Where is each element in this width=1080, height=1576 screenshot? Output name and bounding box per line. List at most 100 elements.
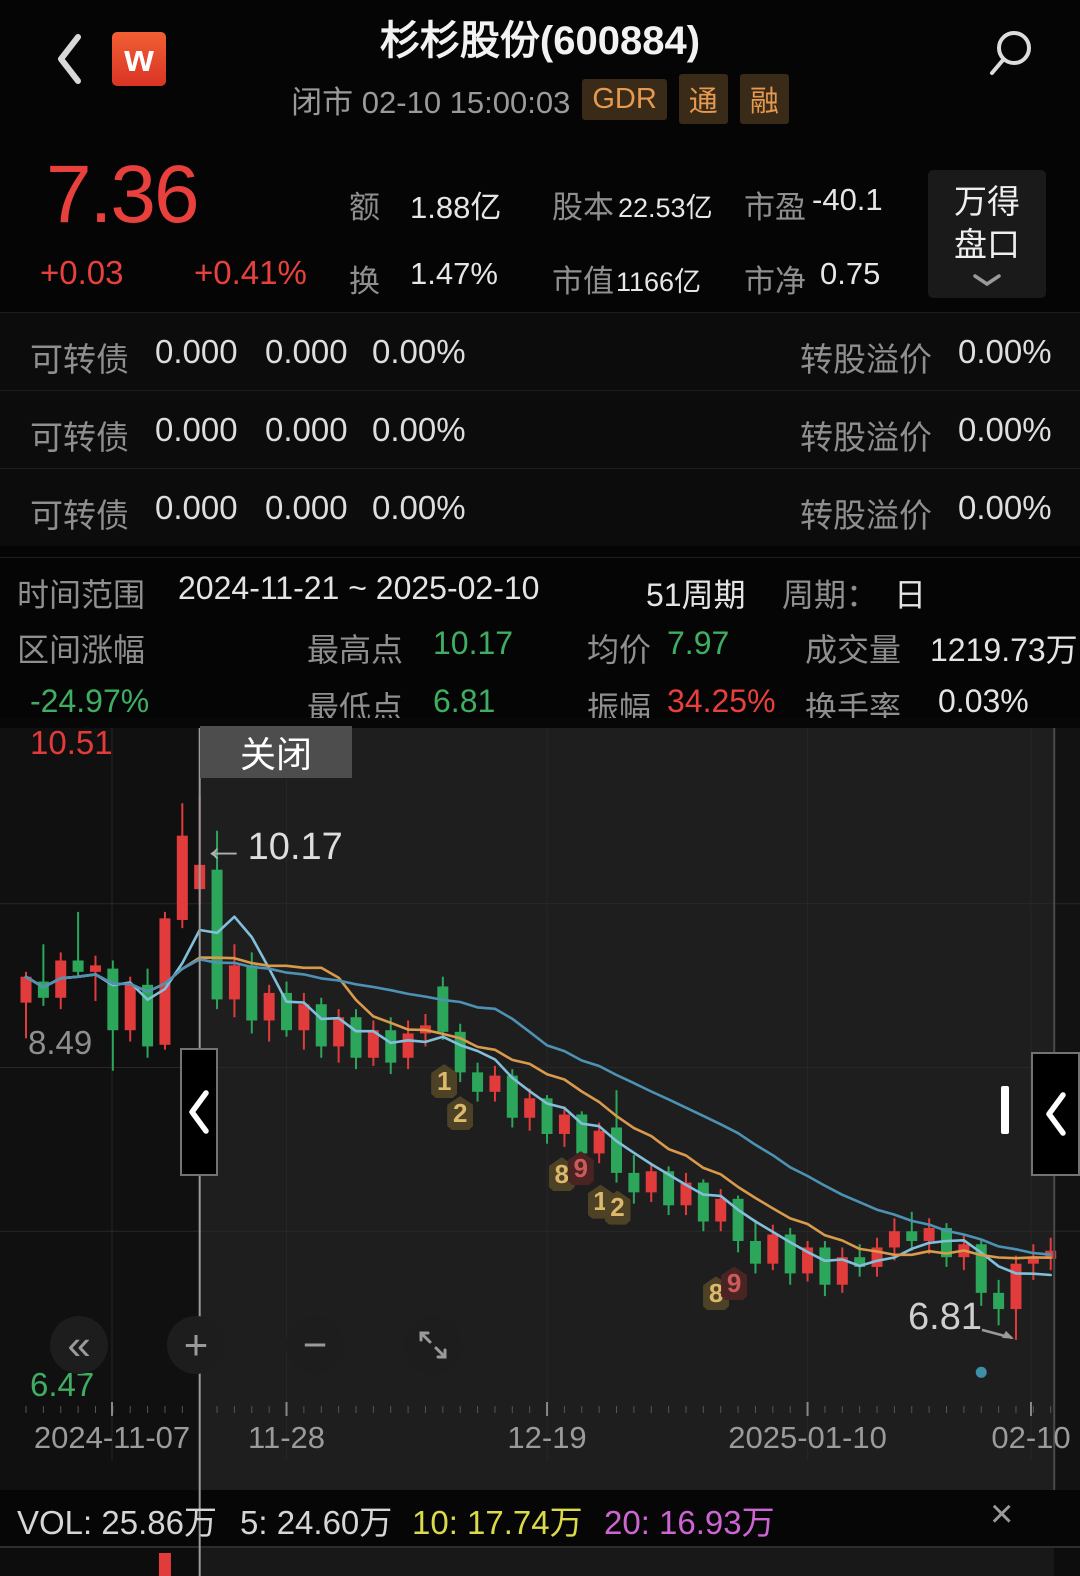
- chevron-left-icon: [1045, 1092, 1066, 1136]
- metric-pe-value: -40.1: [812, 182, 883, 217]
- high-label: 最高点: [307, 632, 404, 668]
- event-marker-tag[interactable]: 9: [721, 1266, 748, 1301]
- y-axis-max-label: 10.51: [30, 724, 113, 761]
- wind-panel-line1: 万得: [954, 182, 1020, 220]
- range-handle-left[interactable]: [180, 1048, 218, 1176]
- back-button[interactable]: [52, 30, 88, 88]
- range-handle-bar[interactable]: [1001, 1086, 1009, 1134]
- expand-button[interactable]: [404, 1316, 462, 1374]
- market-status: 闭市 02-10 15:00:03: [291, 84, 571, 120]
- chevron-left-icon: [189, 1090, 209, 1134]
- avg-label: 均价: [587, 632, 652, 668]
- back-chevron-icon: [58, 34, 81, 84]
- bond-premium-label: 转股溢价: [800, 497, 932, 534]
- convertible-bond-row[interactable]: 可转债 0.000 0.000 0.00% 转股溢价 0.00%: [0, 312, 1080, 391]
- bond-value-1: 0.000: [155, 333, 238, 370]
- metric-pb-value: 0.75: [820, 256, 881, 291]
- last-price: 7.36: [46, 149, 200, 240]
- metric-shares-value: 22.53亿: [618, 193, 713, 223]
- volume-label: 成交量: [805, 632, 902, 668]
- convertible-bond-row[interactable]: 可转债 0.000 0.000 0.00% 转股溢价 0.00%: [0, 468, 1080, 546]
- close-chart-range-label: 关闭: [239, 734, 312, 775]
- zoom-in-button[interactable]: +: [167, 1316, 225, 1374]
- vol-ma10: 10: 17.74万: [412, 1504, 583, 1541]
- rewind-icon: «: [67, 1321, 91, 1368]
- price-change: +0.03: [40, 254, 124, 291]
- vol-ma20: 20: 16.93万: [604, 1504, 775, 1541]
- metric-amount-label: 额: [349, 190, 380, 225]
- badge-gdr: GDR: [582, 78, 667, 120]
- event-marker-tag[interactable]: 2: [447, 1096, 474, 1131]
- expand-icon: [419, 1331, 447, 1359]
- zoom-out-button[interactable]: −: [286, 1316, 344, 1374]
- metric-pe-label: 市盈: [744, 190, 806, 225]
- price-change-pct: +0.41%: [194, 254, 307, 291]
- x-axis-label: 2025-01-10: [728, 1420, 887, 1455]
- metric-turnover-value: 1.47%: [410, 256, 498, 291]
- interval-change-label: 区间涨幅: [17, 632, 146, 668]
- metric-amount-value: 1.88亿: [410, 190, 502, 225]
- metric-mcap-value: 1166亿: [616, 267, 702, 297]
- y-axis-mid-label: 8.49: [28, 1024, 93, 1061]
- bond-value-3: 0.00%: [372, 333, 466, 370]
- volume-value: 1219.73万: [930, 632, 1078, 668]
- wind-order-book-button[interactable]: 万得 盘口: [928, 170, 1046, 298]
- metric-turnover-label: 换: [349, 264, 380, 299]
- stats-row-1: 区间涨幅 最高点 10.17 均价 7.97 成交量 1219.73万: [0, 617, 1080, 675]
- convertible-bond-row[interactable]: 可转债 0.000 0.000 0.00% 转股溢价 0.00%: [0, 390, 1080, 469]
- bond-label: 可转债: [30, 419, 129, 456]
- metric-mcap-label: 市值: [552, 264, 614, 299]
- x-axis-label: 11-28: [248, 1420, 326, 1455]
- bond-value-1: 0.000: [155, 489, 238, 526]
- candlestick-chart[interactable]: 10.51 8.49 6.47 关闭 ← 10.17 6.81 « +: [0, 718, 1080, 1576]
- page-title: 杉杉股份(600884): [379, 19, 701, 63]
- status-row: 闭市 02-10 15:00:03 GDR 通 融: [0, 74, 1080, 124]
- vol-ma5: 5: 24.60万: [240, 1504, 393, 1541]
- bond-value-3: 0.00%: [372, 489, 466, 526]
- bond-premium-label: 转股溢价: [800, 419, 932, 456]
- bond-premium-value: 0.00%: [958, 333, 1052, 370]
- range-handle-right[interactable]: [1031, 1052, 1080, 1176]
- chevron-down-icon: [973, 274, 1001, 287]
- x-axis-label: 2024-11-07: [33, 1420, 191, 1455]
- volume-legend: VOL: 25.86万 5: 24.60万 10: 17.74万 20: 16.…: [0, 1492, 1080, 1546]
- cycle-label: 周期：: [782, 577, 879, 613]
- x-axis-label: 12-19: [507, 1420, 587, 1455]
- turnover-rate-value: 0.03%: [938, 683, 1029, 719]
- search-icon: [990, 31, 1031, 75]
- left-arrow-icon: ←: [201, 822, 246, 872]
- time-range-value: 2024-11-21 ~ 2025-02-10: [178, 570, 540, 606]
- metric-shares-label: 股本: [552, 190, 614, 225]
- zoom-out-icon: −: [302, 1321, 328, 1368]
- bond-value-2: 0.000: [265, 333, 348, 370]
- bond-premium-label: 转股溢价: [800, 341, 932, 378]
- bond-premium-value: 0.00%: [958, 411, 1052, 448]
- bond-label: 可转债: [30, 497, 129, 534]
- period-count: 51周期: [646, 577, 746, 613]
- bond-value-2: 0.000: [265, 411, 348, 448]
- low-value: 6.81: [433, 683, 496, 719]
- badge-tong: 通: [678, 74, 728, 124]
- time-range-row: 时间范围 2024-11-21 ~ 2025-02-10 51周期 周期： 日: [0, 557, 1080, 618]
- wind-logo[interactable]: w: [112, 32, 166, 86]
- rewind-button[interactable]: «: [50, 1316, 108, 1374]
- close-chart-range-button[interactable]: 关闭: [200, 726, 352, 778]
- search-button[interactable]: [982, 26, 1038, 82]
- amplitude-value: 34.25%: [667, 683, 776, 719]
- cycle-value: 日: [894, 577, 927, 613]
- bond-value-3: 0.00%: [372, 411, 466, 448]
- x-axis-label: 02-10: [991, 1420, 1071, 1455]
- metric-pb-label: 市净: [744, 264, 806, 299]
- high-value: 10.17: [433, 625, 514, 661]
- bond-premium-value: 0.00%: [958, 489, 1052, 526]
- badge-rong: 融: [739, 74, 789, 124]
- bond-label: 可转债: [30, 341, 129, 378]
- bond-value-2: 0.000: [265, 489, 348, 526]
- high-annotation-value: 10.17: [247, 825, 343, 868]
- close-volume-icon[interactable]: ×: [990, 1492, 1014, 1536]
- time-range-label: 时间范围: [17, 577, 146, 613]
- vol-current: VOL: 25.86万: [17, 1504, 217, 1541]
- high-annotation: ← 10.17: [202, 825, 343, 869]
- avg-value: 7.97: [667, 625, 730, 661]
